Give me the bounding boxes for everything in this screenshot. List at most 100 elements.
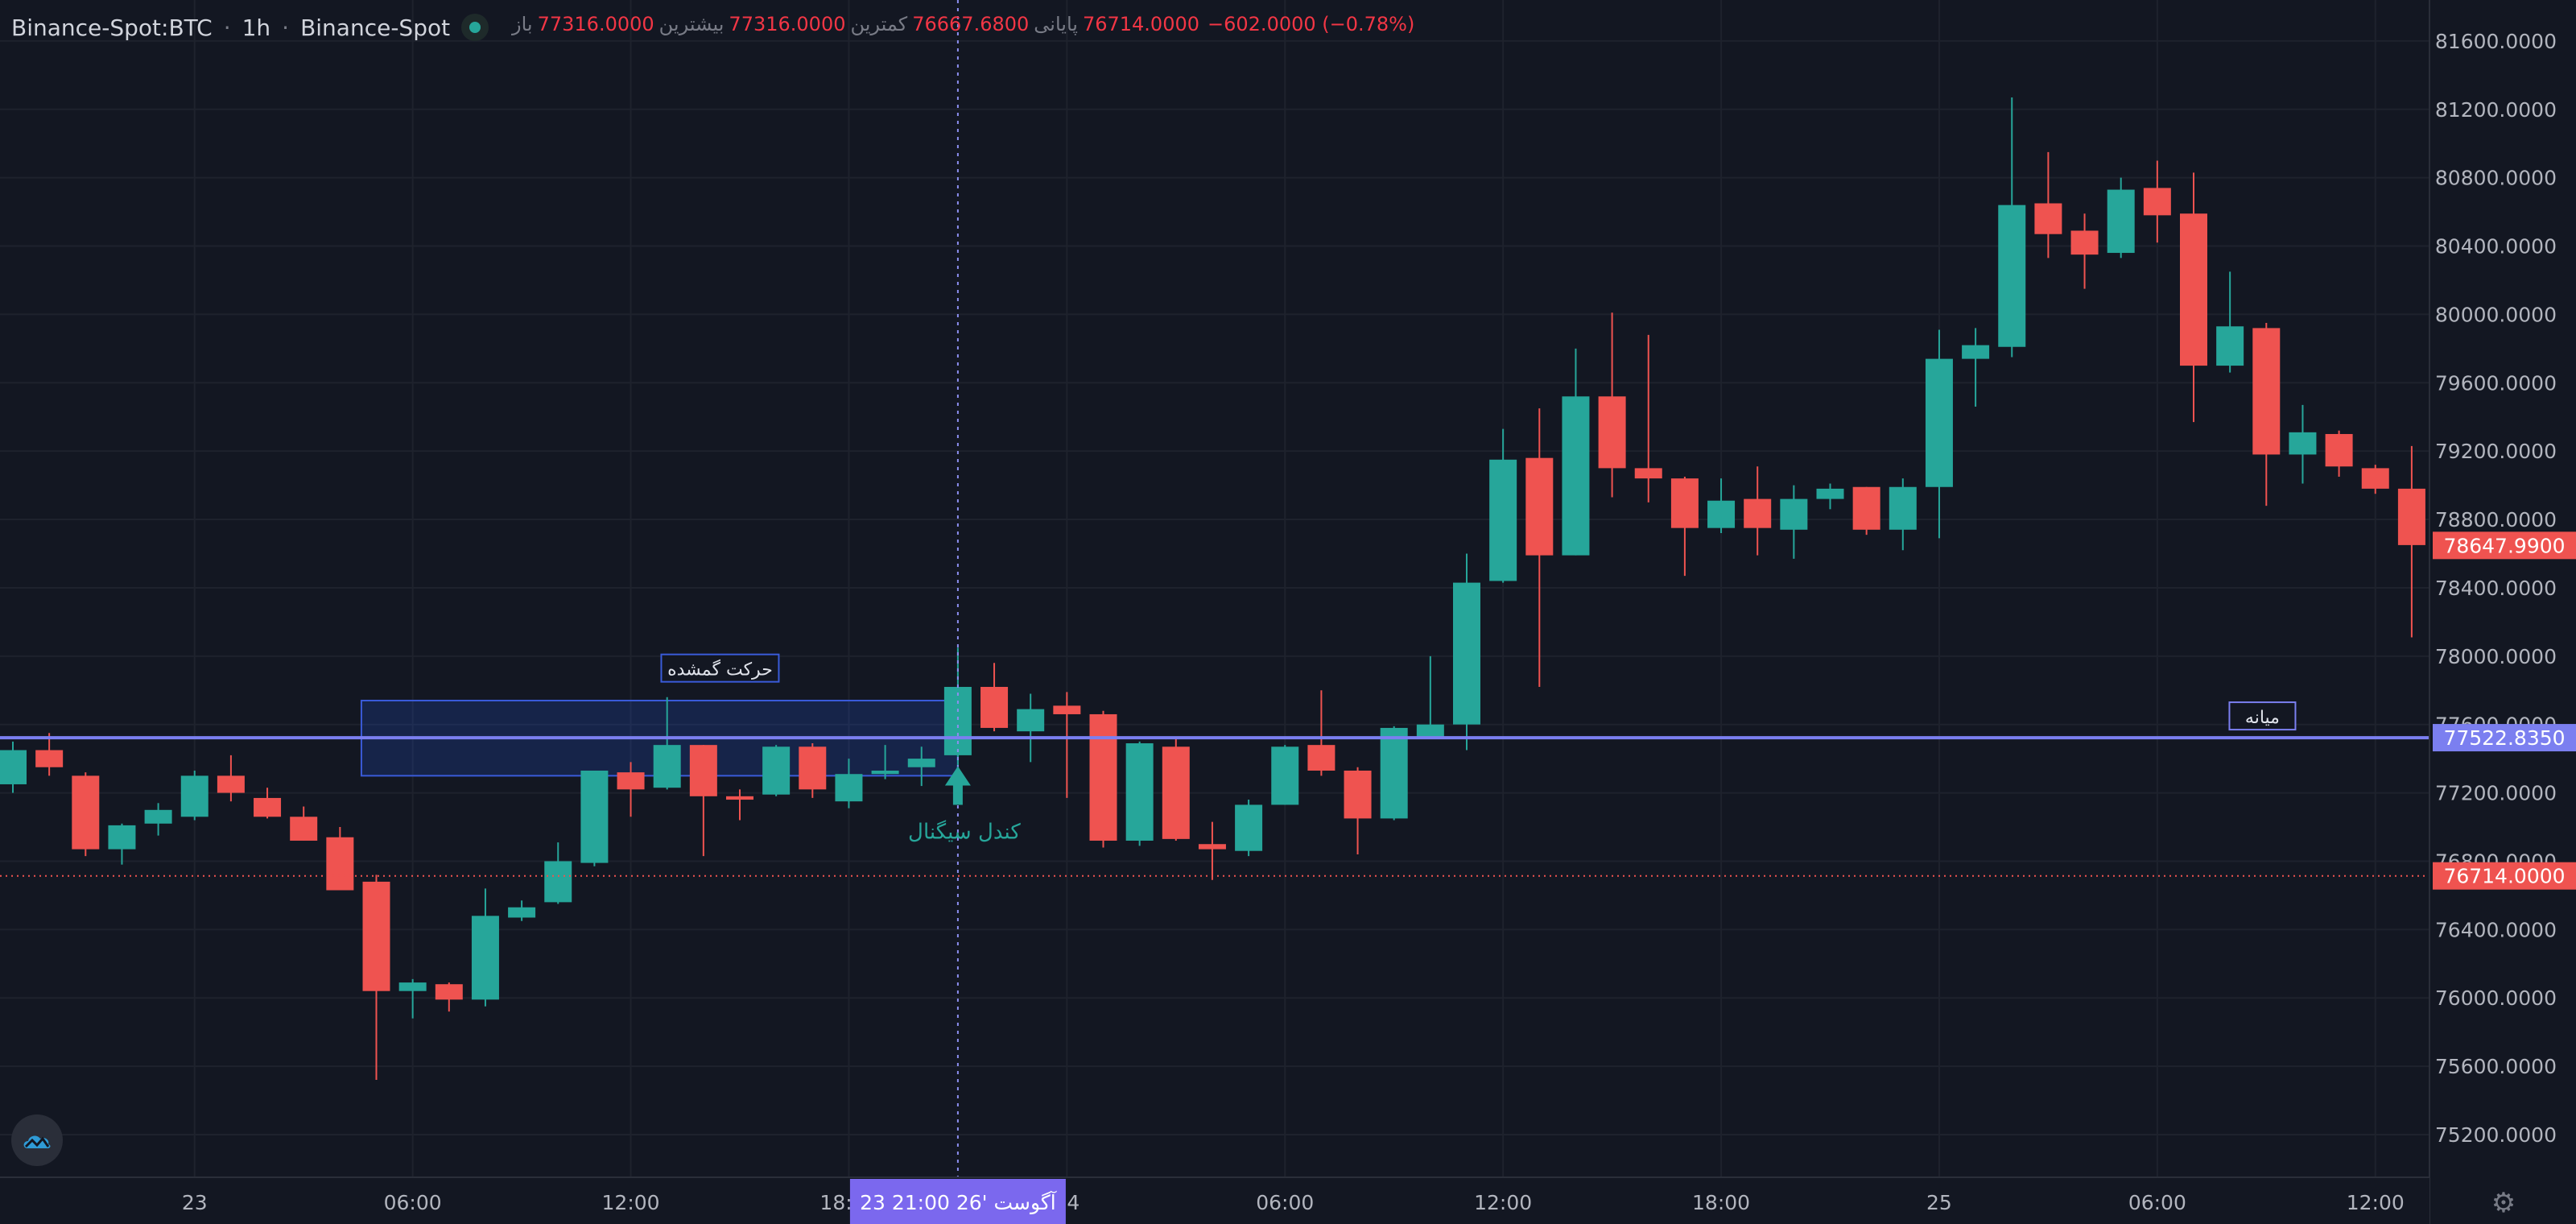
candle-body[interactable] bbox=[180, 775, 208, 817]
candle-body[interactable] bbox=[2180, 213, 2207, 366]
candle-body[interactable] bbox=[398, 982, 427, 991]
candle-body[interactable] bbox=[2034, 203, 2062, 234]
price-tick-label: 77200.0000 bbox=[2435, 782, 2557, 805]
time-tick-label: 12:00 bbox=[2347, 1191, 2405, 1214]
candle-body[interactable] bbox=[435, 984, 463, 1000]
candle-body[interactable] bbox=[943, 687, 972, 755]
candle-body[interactable] bbox=[1744, 498, 1772, 528]
mid-line-price-label: 77522.8350 bbox=[2443, 726, 2565, 750]
candle-body[interactable] bbox=[471, 916, 499, 1000]
candle-body[interactable] bbox=[0, 750, 27, 784]
candle-body[interactable] bbox=[2216, 326, 2244, 366]
candle-body[interactable] bbox=[653, 745, 681, 788]
candle-body[interactable] bbox=[689, 745, 717, 796]
candle-body[interactable] bbox=[1053, 705, 1081, 714]
candle-body[interactable] bbox=[2252, 328, 2281, 455]
candle-body[interactable] bbox=[1416, 724, 1444, 737]
candle-body[interactable] bbox=[1235, 804, 1263, 851]
candle-body[interactable] bbox=[726, 796, 753, 800]
candle-body[interactable] bbox=[2143, 188, 2171, 216]
candle-body[interactable] bbox=[1670, 478, 1699, 528]
candle-body[interactable] bbox=[1162, 746, 1190, 839]
candle-body[interactable] bbox=[290, 817, 318, 841]
chart-legend: Binance-Spot:BTC · 1h · Binance-Spot bbox=[11, 11, 489, 43]
candle-body[interactable] bbox=[1780, 498, 1808, 530]
time-tick-label: 12:00 bbox=[602, 1191, 660, 1214]
change-value: −602.0000 (−0.78%) bbox=[1208, 13, 1415, 35]
close-label: پایانی bbox=[1034, 13, 1078, 35]
price-tick-label: 80000.0000 bbox=[2435, 303, 2557, 326]
candle-body[interactable] bbox=[1962, 345, 1990, 359]
candle-body[interactable] bbox=[762, 746, 791, 795]
candle-body[interactable] bbox=[1089, 713, 1117, 841]
candle-body[interactable] bbox=[1852, 486, 1880, 530]
candle-body[interactable] bbox=[2289, 432, 2317, 455]
candle-body[interactable] bbox=[1634, 468, 1662, 479]
open-value: 77316.0000 bbox=[537, 13, 654, 35]
low-value: 76667.6800 bbox=[912, 13, 1030, 35]
candle-body[interactable] bbox=[544, 861, 572, 903]
candle-body[interactable] bbox=[72, 775, 100, 850]
candle-body[interactable] bbox=[907, 759, 935, 767]
price-tick-label: 76400.0000 bbox=[2435, 918, 2557, 941]
candle-body[interactable] bbox=[108, 825, 136, 850]
candle-body[interactable] bbox=[2325, 433, 2353, 467]
price-axis[interactable] bbox=[2429, 0, 2576, 1224]
candle-body[interactable] bbox=[2397, 488, 2425, 545]
candle-body[interactable] bbox=[144, 809, 172, 824]
candle-body[interactable] bbox=[1453, 582, 1480, 725]
candle-body[interactable] bbox=[2361, 468, 2389, 489]
candle-body[interactable] bbox=[1307, 745, 1335, 771]
annotation-label: میانه bbox=[2245, 708, 2280, 728]
candle-body[interactable] bbox=[1525, 457, 1554, 556]
candle-body[interactable] bbox=[1998, 205, 2026, 347]
candle-body[interactable] bbox=[1125, 743, 1154, 841]
price-tick-label: 79600.0000 bbox=[2435, 371, 2557, 395]
price-tick-label: 75600.0000 bbox=[2435, 1055, 2557, 1078]
candle-body[interactable] bbox=[1271, 746, 1299, 805]
low-label: کمترین bbox=[850, 13, 908, 35]
candle-body[interactable] bbox=[1198, 844, 1226, 850]
candle-body[interactable] bbox=[362, 881, 390, 991]
candle-body[interactable] bbox=[1925, 358, 1953, 487]
symbol-name[interactable]: Binance-Spot:BTC bbox=[11, 14, 213, 41]
mid-line-price-label-bg bbox=[2433, 724, 2576, 752]
candle-body[interactable] bbox=[617, 772, 645, 790]
candle-body[interactable] bbox=[217, 775, 245, 793]
cloud-logo-icon[interactable] bbox=[11, 1114, 63, 1166]
candle-body[interactable] bbox=[1489, 459, 1517, 581]
gear-icon[interactable]: ⚙ bbox=[2491, 1187, 2516, 1219]
legend-separator: · bbox=[282, 14, 290, 41]
candle-body[interactable] bbox=[2070, 230, 2099, 255]
candle-body[interactable] bbox=[1816, 488, 1844, 499]
candle-body[interactable] bbox=[835, 774, 863, 802]
crosshair-time-label: 23 آگوست '26 21:00 bbox=[860, 1190, 1057, 1214]
candle-body[interactable] bbox=[1562, 396, 1590, 556]
ohlc-values: باز 77316.0000 بیشترین 77316.0000 کمترین… bbox=[507, 13, 1414, 35]
candle-body[interactable] bbox=[508, 907, 536, 918]
candle-body[interactable] bbox=[980, 687, 1009, 728]
candle-body[interactable] bbox=[35, 750, 64, 767]
candle-body[interactable] bbox=[1707, 500, 1736, 528]
annotation-box[interactable] bbox=[2228, 701, 2297, 731]
price-tick-label: 76000.0000 bbox=[2435, 986, 2557, 1010]
annotation-box[interactable] bbox=[660, 653, 780, 683]
candle-body[interactable] bbox=[1889, 486, 1917, 530]
time-tick-label: 18:00 bbox=[1692, 1191, 1750, 1214]
candle-body[interactable] bbox=[1598, 396, 1626, 469]
candle-body[interactable] bbox=[1017, 709, 1045, 732]
candle-body[interactable] bbox=[799, 746, 827, 790]
candle-body[interactable] bbox=[580, 770, 609, 863]
time-axis[interactable] bbox=[0, 1177, 2429, 1224]
time-tick-label: 06:00 bbox=[2128, 1191, 2186, 1214]
candle-body[interactable] bbox=[2107, 189, 2135, 254]
candle-body[interactable] bbox=[254, 797, 282, 817]
candle-body[interactable] bbox=[1344, 770, 1372, 819]
candle-body[interactable] bbox=[871, 770, 899, 775]
last-price-label-bg bbox=[2433, 531, 2576, 560]
candle-body[interactable] bbox=[326, 837, 354, 891]
candle-body[interactable] bbox=[1380, 727, 1408, 819]
interval-label[interactable]: 1h bbox=[242, 14, 271, 41]
close-price-label-bg bbox=[2433, 862, 2576, 890]
